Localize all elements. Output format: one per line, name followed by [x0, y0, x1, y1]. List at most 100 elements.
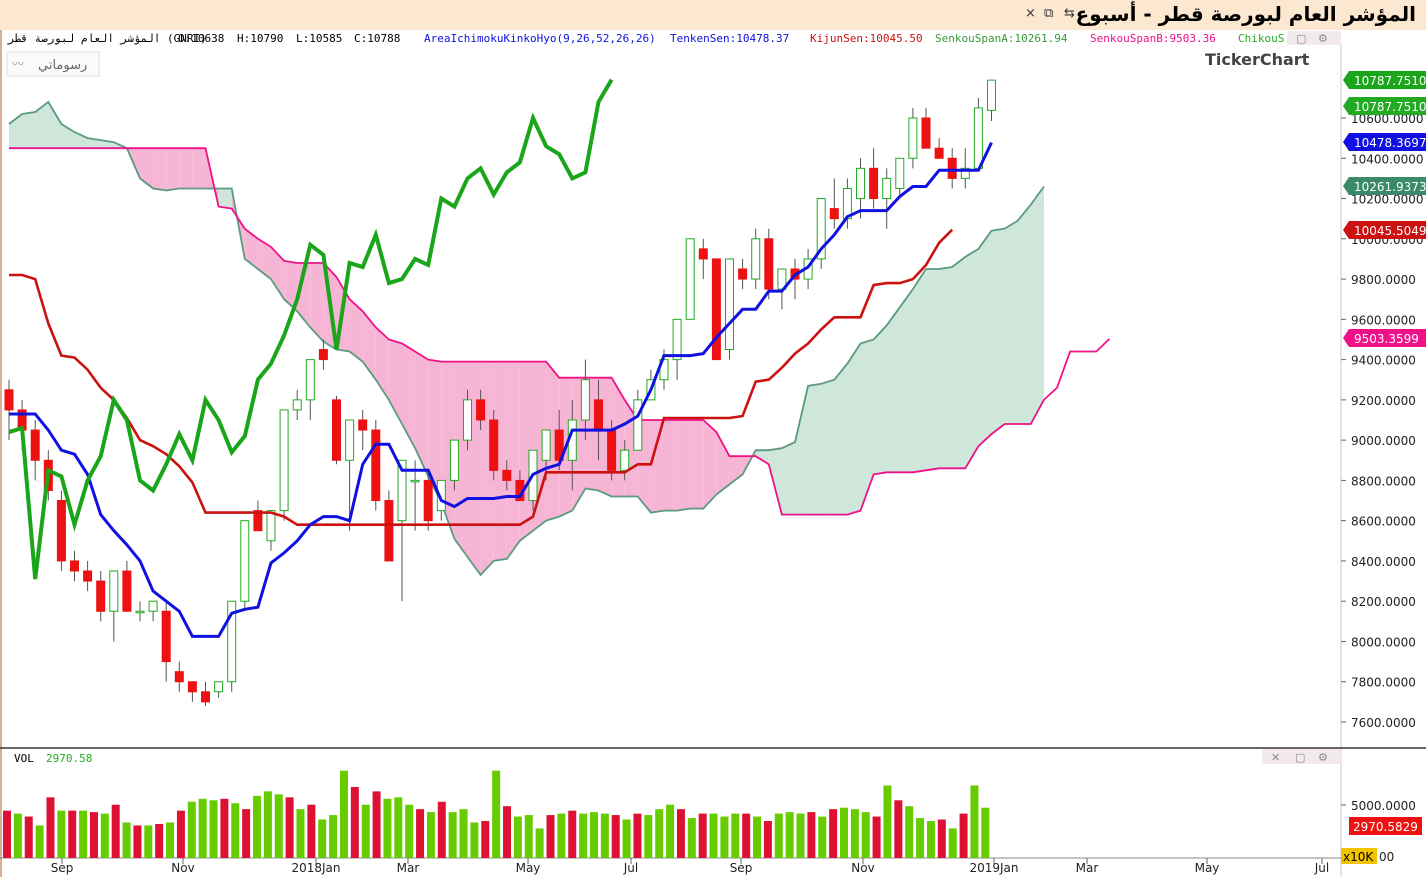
volume-bar: [166, 822, 175, 858]
kumo-segment: [912, 269, 926, 473]
kumo-segment: [978, 230, 992, 447]
y-tick-label: 9600.0000: [1351, 313, 1416, 327]
close-icon[interactable]: ×: [1025, 6, 1036, 21]
kumo-segment: [192, 148, 206, 189]
candle: [214, 681, 224, 693]
candle: [934, 147, 944, 159]
kumo-segment: [284, 260, 298, 312]
kumo-segment: [886, 307, 900, 473]
volume-bar: [13, 813, 22, 858]
kumo-segment: [860, 339, 874, 511]
candle: [882, 177, 892, 200]
candle: [620, 449, 630, 471]
restore-icon[interactable]: ⧉: [1044, 6, 1054, 21]
candle: [711, 258, 721, 361]
senkou-span-a-line: [8, 100, 1045, 577]
maximize-panel-icon[interactable]: ▢: [1295, 751, 1305, 764]
title-bar: × ⧉ ⇆ المؤشر العام لبورصة قطر - أسبوع: [0, 0, 1426, 31]
candle: [449, 439, 459, 481]
volume-bars: [3, 770, 990, 858]
volume-bar: [785, 812, 794, 858]
volume-bar: [839, 807, 848, 858]
candle: [305, 359, 315, 401]
volume-bar: [611, 815, 620, 858]
volume-bar: [46, 797, 55, 858]
kumo-segment: [493, 361, 507, 561]
drawings-button[interactable]: 〰 رسوماتي: [6, 51, 100, 77]
volume-bar: [111, 804, 120, 858]
volume-bar: [437, 801, 446, 858]
candle: [829, 208, 839, 220]
volume-bar: [209, 800, 218, 858]
kumo-segment: [991, 228, 1005, 435]
price-badge: [1343, 177, 1426, 195]
volume-bar: [481, 821, 490, 858]
volume-bar: [361, 804, 370, 858]
candle: [895, 157, 905, 189]
candle: [83, 570, 93, 582]
volume-bar: [274, 794, 283, 858]
volume-bar: [589, 812, 598, 858]
volume-bar: [600, 813, 609, 858]
kumo-segment: [506, 361, 520, 559]
candle: [751, 238, 761, 280]
volume-axis: 5000.0000 2970.5829 x10K 00: [1341, 799, 1422, 864]
drawings-label: رسوماتي: [38, 58, 87, 73]
candle: [135, 610, 145, 614]
panel-settings-icon[interactable]: ⚙: [1318, 751, 1328, 764]
candle: [423, 479, 433, 522]
volume-bar: [394, 797, 403, 858]
ichimoku-chart[interactable]: المؤشر العام لبورصة قطر (GNRI) O:10638 H…: [0, 30, 1426, 877]
kumo-segment: [310, 262, 324, 342]
volume-bar: [905, 806, 914, 858]
y-tick-label: 9800.0000: [1351, 273, 1416, 287]
volume-bar: [568, 810, 577, 858]
y-tick-label: 9000.0000: [1351, 434, 1416, 448]
candle: [502, 469, 512, 481]
kumo-segment: [362, 311, 376, 380]
price-badge-label: 10045.5049: [1354, 224, 1426, 238]
candle: [816, 198, 826, 260]
kumo-segment: [179, 148, 193, 189]
candle: [292, 399, 302, 411]
maximize-icon[interactable]: ▢: [1296, 32, 1306, 45]
indicator-name: AreaIchimokuKinkoHyo(9,26,52,26,26): [424, 32, 656, 45]
volume-bar: [546, 815, 555, 858]
price-header: المؤشر العام لبورصة قطر (GNRI) O:10638 H…: [7, 31, 1341, 45]
volume-bar: [329, 815, 338, 858]
kumo-segment: [22, 111, 36, 149]
link-icon[interactable]: ⇆: [1064, 6, 1075, 21]
volume-bar: [35, 825, 44, 858]
panel-controls[interactable]: [1287, 31, 1341, 45]
candle: [947, 157, 957, 179]
volume-bar: [383, 798, 392, 858]
volume-bar: [89, 812, 98, 858]
candle: [476, 399, 486, 421]
kumo-segment: [415, 351, 429, 477]
y-tick-label: 10400.0000: [1351, 152, 1424, 166]
volume-badge: 2970.5829: [1353, 820, 1418, 834]
kumo-segment: [664, 420, 678, 511]
volume-panel-controls[interactable]: [1262, 749, 1341, 764]
volume-bar: [492, 770, 501, 858]
volume-scale: x10K: [1343, 850, 1374, 864]
x-tick-label: Nov: [851, 861, 874, 875]
volume-bar: [872, 816, 881, 858]
candle: [397, 459, 407, 522]
candle: [856, 167, 865, 200]
candle: [921, 117, 931, 149]
spanA-value: SenkouSpanA:10261.94: [935, 32, 1068, 45]
close-panel-icon[interactable]: ✕: [1271, 751, 1280, 764]
svg-text:5000.0000: 5000.0000: [1351, 799, 1416, 813]
volume-bar: [3, 810, 11, 858]
volume-bar: [416, 809, 425, 858]
volume-bar: [883, 785, 892, 858]
kumo-segment: [965, 248, 979, 469]
price-badge-label: 10787.7510: [1354, 74, 1426, 88]
candle: [4, 389, 14, 411]
kumo-segment: [61, 124, 75, 149]
settings-icon[interactable]: ⚙: [1318, 32, 1328, 45]
volume-bar: [176, 810, 185, 858]
kumo-segment: [87, 138, 101, 149]
volume-bar: [68, 810, 77, 858]
